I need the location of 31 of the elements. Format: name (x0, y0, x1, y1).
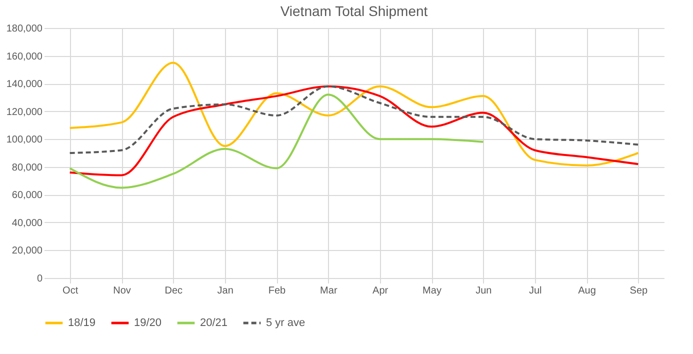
x-tick-label: May (422, 286, 442, 296)
y-tick-label: 0 (36, 274, 43, 284)
x-tick-label: Apr (372, 286, 389, 296)
y-tick-label: 20,000 (12, 246, 43, 257)
y-tick-label: 100,000 (6, 134, 43, 146)
x-tick-label: Jan (217, 286, 234, 296)
line-series (68, 94, 484, 189)
x-tick-label: Sep (630, 286, 648, 296)
y-tick-label: 160,000 (6, 51, 43, 62)
x-tick-label: Mar (320, 286, 338, 296)
x-tick-label: Dec (164, 286, 183, 296)
line-series (68, 85, 640, 176)
legend-label: 18/19 (68, 317, 96, 329)
line-series (68, 85, 640, 154)
x-tick-label: Oct (62, 286, 78, 296)
y-tick-label: 60,000 (12, 190, 43, 202)
y-tick-label: 40,000 (12, 218, 43, 229)
legend-label: 5 yr ave (266, 317, 306, 329)
y-tick-label: 120,000 (6, 106, 43, 118)
line-series (68, 62, 640, 166)
x-tick-label: Aug (578, 286, 596, 296)
y-tick-label: 180,000 (6, 24, 43, 34)
legend-label: 20/21 (200, 317, 228, 329)
legend-label: 19/20 (134, 317, 162, 329)
x-tick-label: Jun (476, 286, 492, 296)
y-tick-label: 140,000 (6, 79, 43, 90)
x-tick-label: Jul (528, 286, 542, 296)
x-tick-label: Feb (268, 286, 286, 296)
y-tick-label: 80,000 (12, 162, 43, 174)
chart-title: Vietnam Total Shipment (280, 3, 428, 19)
x-tick-label: Nov (113, 286, 131, 296)
